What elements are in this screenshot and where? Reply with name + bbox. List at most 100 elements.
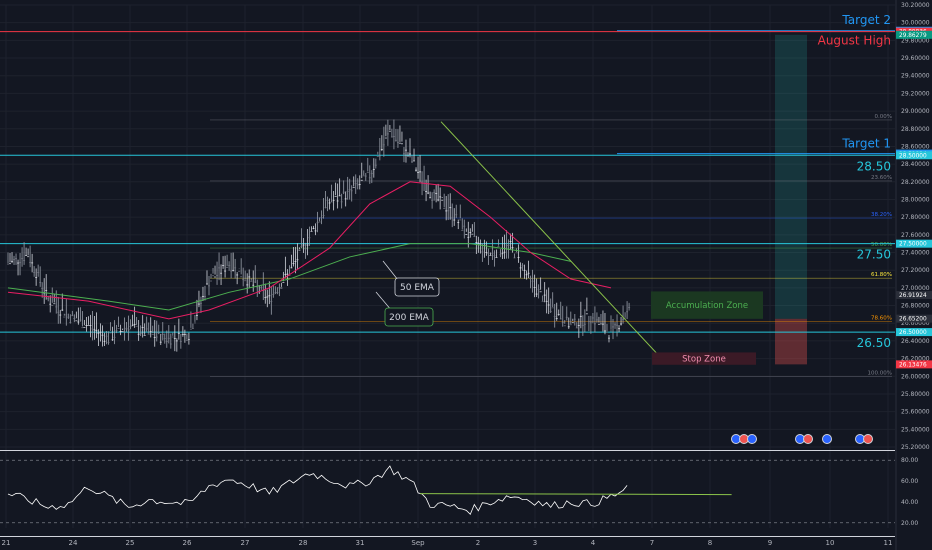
price-tick-label: 25.40000 xyxy=(901,426,930,433)
ema50-line xyxy=(7,181,612,320)
time-tick-label: 3 xyxy=(533,539,537,547)
fib-level-label: 61.80% xyxy=(871,272,892,278)
event-icon[interactable] xyxy=(863,434,873,444)
price-tick-label: 26.80000 xyxy=(901,303,930,310)
time-tick-label: 2 xyxy=(476,539,480,547)
price-tick-label: 29.00000 xyxy=(901,108,930,115)
price-tag-label: 28.50000 xyxy=(899,153,927,159)
rsi-trendline[interactable] xyxy=(420,493,732,496)
rsi-tick-label: 60.00 xyxy=(901,478,918,485)
rsi-line xyxy=(7,465,628,515)
price-tick-label: 25.60000 xyxy=(901,409,930,416)
price-tick-label: 26.00000 xyxy=(901,373,930,380)
time-tick-label: 24 xyxy=(69,539,78,547)
price-tick-label: 27.40000 xyxy=(901,250,930,257)
ema50-pointer xyxy=(382,260,399,281)
price-tick-label: 26.40000 xyxy=(901,338,930,345)
price-tick-label: 28.80000 xyxy=(901,126,930,133)
fib-level-label: 0.00% xyxy=(875,114,892,120)
price-tag-label: 26.13476 xyxy=(899,362,927,368)
price-tick-label: 25.80000 xyxy=(901,391,930,398)
event-icons[interactable] xyxy=(731,434,873,444)
event-icon[interactable] xyxy=(822,434,832,444)
fib-retracement[interactable]: 0.00% 23.60% 38.20% 50.00% 61.80% 78.60% 100.0… xyxy=(210,114,892,377)
price-tick-label: 27.20000 xyxy=(901,267,930,274)
time-tick-label: 11 xyxy=(884,539,893,547)
fib-level-label: 100.00% xyxy=(868,370,892,376)
zone-layer xyxy=(775,34,807,365)
rsi-tick-label: 40.00 xyxy=(901,499,918,506)
price-tick-label: 30.00000 xyxy=(901,20,930,27)
price-tick-label: 27.60000 xyxy=(901,232,930,239)
event-icon[interactable] xyxy=(803,434,813,444)
price-tag-box[interactable] xyxy=(896,239,932,248)
time-tick-label: 31 xyxy=(356,539,365,547)
event-icon[interactable] xyxy=(747,434,757,444)
fib-level-label: 50.00% xyxy=(871,242,892,248)
time-tick-label: 21 xyxy=(2,539,11,547)
fib-level-label: 23.60% xyxy=(871,175,892,181)
price-tick-label: 26.60000 xyxy=(901,320,930,327)
price-series xyxy=(7,119,661,358)
price-tick-label: 26.20000 xyxy=(901,356,930,363)
level-label: 27.50 xyxy=(857,248,891,262)
level-label: 26.50 xyxy=(857,336,891,350)
ema200-callout-label: 200 EMA xyxy=(389,313,429,323)
price-tick-label: 27.00000 xyxy=(901,285,930,292)
price-tick-label: 25.20000 xyxy=(901,444,930,451)
rsi-pane[interactable] xyxy=(0,459,895,524)
grid-layer xyxy=(0,4,895,537)
fib-level-label: 78.60% xyxy=(871,315,892,321)
price-tag-label: 26.65200 xyxy=(899,317,927,323)
accumulation-zone-label: Accumulation Zone xyxy=(666,301,748,311)
price-tick-label: 30.20000 xyxy=(901,2,930,9)
price-tag-box[interactable] xyxy=(896,360,932,369)
time-tick-label: 4 xyxy=(591,539,596,547)
time-tick-label: Sep xyxy=(411,539,425,547)
price-tick-label: 29.80000 xyxy=(901,37,930,44)
ema50-callout-label: 50 EMA xyxy=(400,283,435,293)
level-label: Target 1 xyxy=(841,137,891,151)
price-tag-box[interactable] xyxy=(896,328,932,337)
price-tick-label: 28.00000 xyxy=(901,196,930,203)
stop-zone-label: Stop Zone xyxy=(682,355,726,365)
rsi-tick-label: 80.00 xyxy=(901,457,918,464)
price-tag-label: 29.86279 xyxy=(899,33,927,39)
downtrend-line[interactable] xyxy=(440,121,661,358)
stop-zone-box[interactable] xyxy=(652,352,756,365)
price-tag-label: 27.50000 xyxy=(899,242,927,248)
price-tick-label: 28.40000 xyxy=(901,161,930,168)
time-tick-label: 28 xyxy=(299,539,308,547)
time-tick-label: 25 xyxy=(126,539,135,547)
price-tag-box[interactable] xyxy=(896,151,932,160)
price-tag-box[interactable] xyxy=(896,30,932,39)
time-tick-label: 27 xyxy=(241,539,250,547)
price-tick-label: 28.60000 xyxy=(901,143,930,150)
price-tick-label: 27.80000 xyxy=(901,214,930,221)
price-tick-label: 29.60000 xyxy=(901,55,930,62)
ema200-callout-box[interactable] xyxy=(384,307,434,327)
level-label: 28.50 xyxy=(857,159,891,173)
time-tick-label: 7 xyxy=(650,539,654,547)
ema200-line xyxy=(7,243,571,311)
level-label: August High xyxy=(818,34,891,48)
price-tick-label: 28.20000 xyxy=(901,179,930,186)
ema50-callout-box[interactable] xyxy=(394,277,440,297)
price-tag-label: 26.91924 xyxy=(899,293,927,299)
time-tick-label: 26 xyxy=(183,539,192,547)
fib-level-label: 38.20% xyxy=(871,212,892,218)
time-tick-label: 8 xyxy=(708,539,712,547)
price-tag-label: 26.50000 xyxy=(899,330,927,336)
price-tag-box[interactable] xyxy=(896,314,932,323)
target-box xyxy=(775,34,807,319)
price-axis-background xyxy=(896,0,932,550)
price-tick-label: 29.20000 xyxy=(901,90,930,97)
stop-box xyxy=(775,318,807,365)
accumulation-zone-box[interactable] xyxy=(651,291,763,319)
price-tag-box[interactable] xyxy=(896,291,932,300)
annotation-layer[interactable]: Accumulation Zone Stop Zone 50 EMA 200 EMA xyxy=(375,260,763,365)
horizontal-levels[interactable]: Target 2 August High Target 1 28.50 27.50 26.… xyxy=(0,13,895,350)
